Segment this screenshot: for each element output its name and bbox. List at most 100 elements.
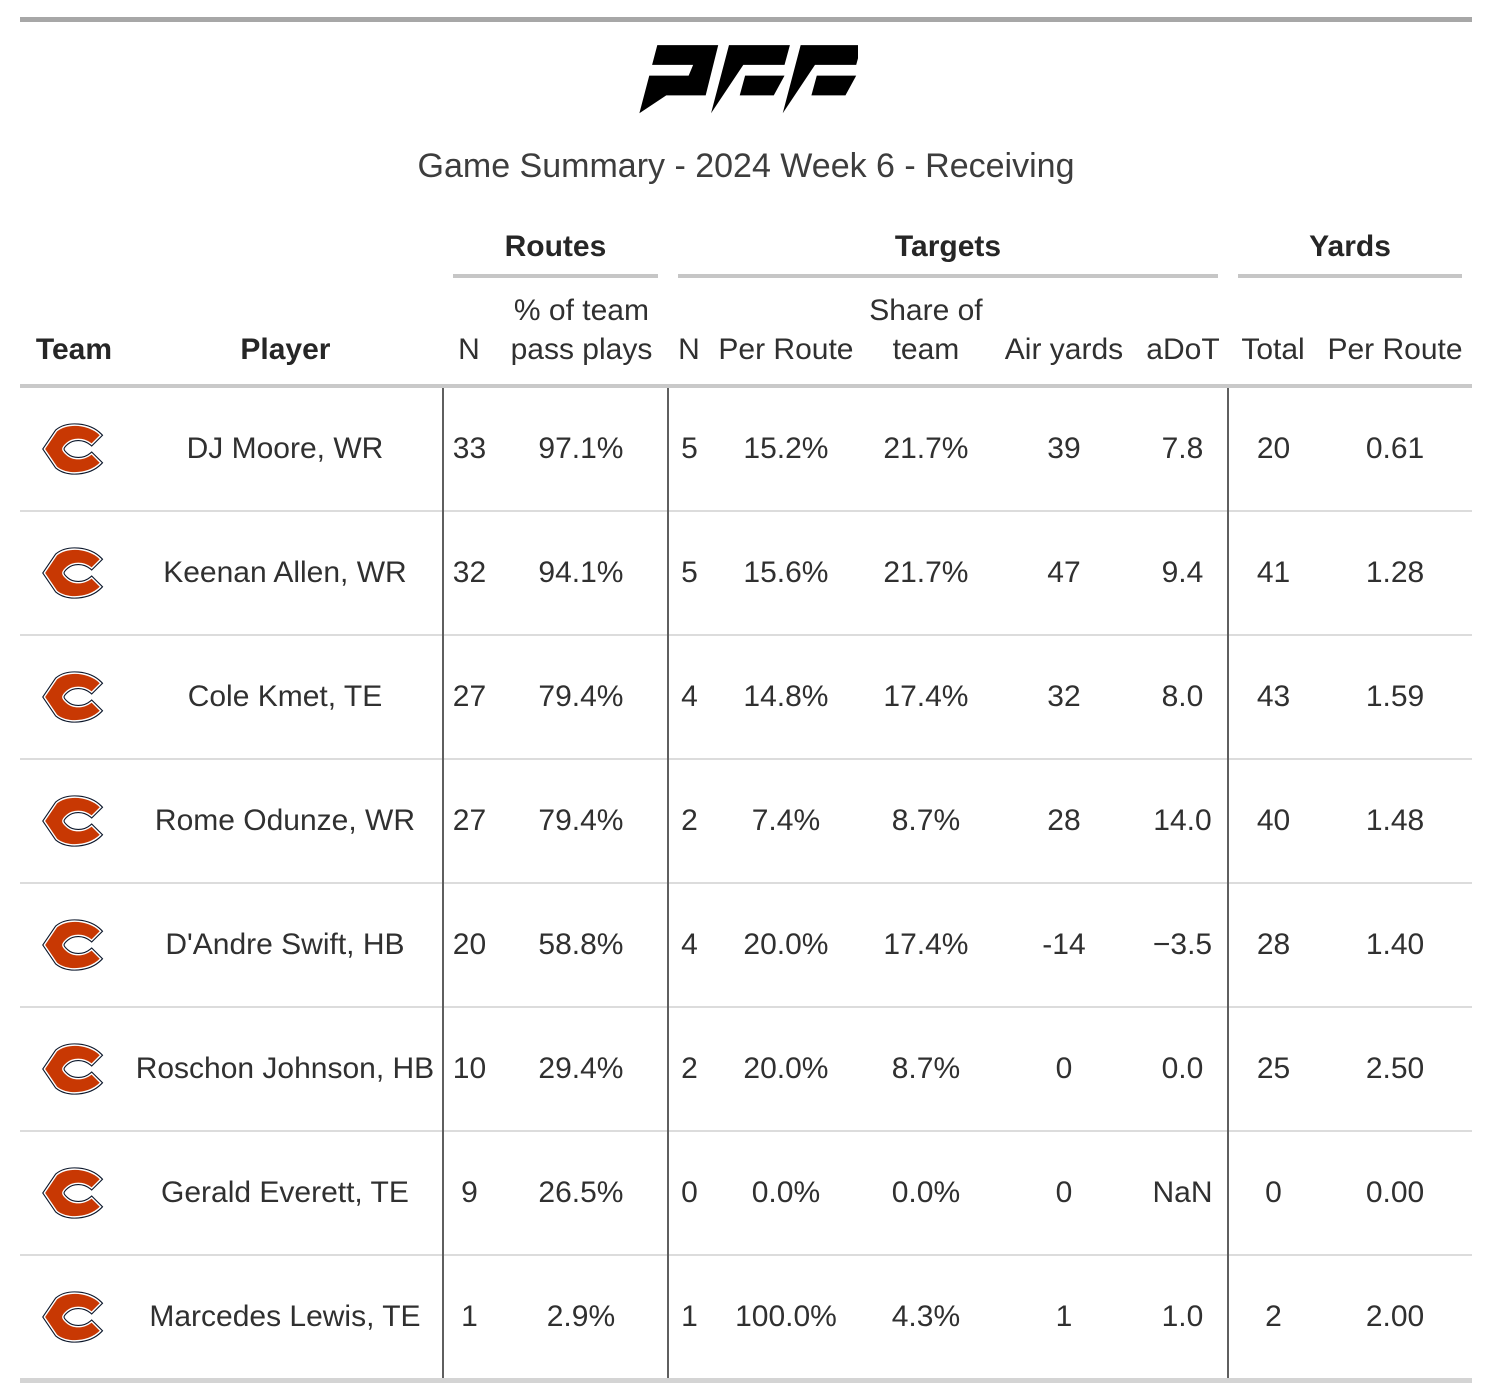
cell-share: 21.7% — [861, 510, 990, 635]
cell-total: 41 — [1227, 510, 1319, 635]
cell-routes-n: 9 — [441, 1130, 495, 1255]
cell-total: 25 — [1227, 1006, 1319, 1131]
col-header-player: Player — [127, 278, 443, 388]
team-cell — [20, 386, 128, 511]
cell-air-yards: 0 — [989, 1006, 1138, 1131]
cell-total: 2 — [1227, 1254, 1319, 1383]
cell-targets-n: 2 — [666, 758, 710, 883]
cell-yards-per-route: 1.48 — [1318, 758, 1473, 883]
cell-routes-n: 33 — [441, 386, 495, 511]
cell-routes-pct: 26.5% — [494, 1130, 668, 1255]
cell-adot: 1.0 — [1137, 1254, 1229, 1383]
column-group-row: Routes Targets Yards — [20, 214, 1472, 278]
table-row: Keenan Allen, WR 32 94.1% 5 15.6% 21.7% … — [19, 510, 1473, 635]
table-row: Gerald Everett, TE 9 26.5% 0 0.0% 0.0% 0… — [19, 1130, 1473, 1255]
cell-per-route: 7.4% — [709, 758, 862, 883]
cell-routes-n: 10 — [441, 1006, 495, 1131]
cell-targets-n: 1 — [666, 1254, 710, 1383]
col-header-targets-n: N — [667, 278, 710, 388]
cell-share: 8.7% — [861, 758, 990, 883]
bears-c-icon — [37, 665, 111, 729]
cell-adot: 14.0 — [1137, 758, 1229, 883]
team-cell — [19, 634, 128, 759]
cell-adot: 9.4 — [1137, 510, 1229, 635]
team-cell — [19, 882, 128, 1007]
col-header-share: Share of team — [861, 278, 990, 388]
cell-adot: −3.5 — [1137, 882, 1229, 1007]
team-cell — [19, 1006, 128, 1131]
cell-routes-n: 27 — [441, 634, 495, 759]
col-header-air-yards: Air yards — [989, 278, 1138, 388]
cell-routes-n: 32 — [441, 510, 495, 635]
page-title: Game Summary - 2024 Week 6 - Receiving — [417, 147, 1075, 185]
col-header-per-route: Per Route — [709, 278, 862, 388]
cell-air-yards: 0 — [989, 1130, 1138, 1255]
player-name: DJ Moore, WR — [186, 432, 384, 465]
cell-share: 4.3% — [861, 1254, 990, 1383]
cell-air-yards: -14 — [989, 882, 1138, 1007]
team-cell — [19, 758, 128, 883]
group-header-targets: Targets — [677, 230, 1219, 278]
cell-per-route: 15.6% — [709, 510, 862, 635]
cell-yards-per-route: 2.00 — [1318, 1254, 1473, 1383]
cell-total: 20 — [1227, 386, 1319, 511]
cell-total: 43 — [1227, 634, 1319, 759]
player-name: Cole Kmet, TE — [127, 634, 443, 759]
cell-routes-pct: 58.8% — [494, 882, 668, 1007]
cell-share: 0.0% — [861, 1130, 990, 1255]
column-header-row: Team Player N % of team pass plays N Per… — [19, 278, 1473, 388]
cell-share: 17.4% — [861, 634, 990, 759]
cell-yards-per-route: 0.61 — [1365, 432, 1425, 465]
player-name: Gerald Everett, TE — [127, 1130, 443, 1255]
cell-yards-per-route: 1.59 — [1318, 634, 1473, 759]
pff-logo-icon — [639, 45, 858, 114]
table-row: Cole Kmet, TE 27 79.4% 4 14.8% 17.4% 32 … — [19, 634, 1473, 759]
cell-adot: 8.0 — [1137, 634, 1229, 759]
cell-routes-pct: 97.1% — [538, 432, 624, 465]
cell-routes-n: 20 — [441, 882, 495, 1007]
cell-air-yards: 47 — [989, 510, 1138, 635]
cell-total: 40 — [1227, 758, 1319, 883]
cell-routes-pct: 29.4% — [494, 1006, 668, 1131]
cell-routes-pct: 2.9% — [494, 1254, 668, 1383]
top-rule — [20, 17, 1472, 22]
cell-targets-n: 5 — [666, 386, 710, 511]
cell-per-route: 15.2% — [743, 432, 829, 465]
table-row: Roschon Johnson, HB 10 29.4% 2 20.0% 8.7… — [19, 1006, 1473, 1131]
col-header-adot: aDoT — [1137, 278, 1229, 388]
cell-per-route: 20.0% — [709, 1006, 862, 1131]
group-header-yards: Yards — [1238, 230, 1463, 278]
bears-c-icon — [37, 1285, 111, 1349]
cell-targets-n: 4 — [666, 882, 710, 1007]
cell-yards-per-route: 1.28 — [1318, 510, 1473, 635]
cell-routes-pct: 79.4% — [494, 758, 668, 883]
table-row: Rome Odunze, WR 27 79.4% 2 7.4% 8.7% 28 … — [19, 758, 1473, 883]
cell-per-route: 20.0% — [709, 882, 862, 1007]
cell-yards-per-route: 2.50 — [1318, 1006, 1473, 1131]
player-name: Keenan Allen, WR — [127, 510, 443, 635]
cell-routes-n: 1 — [441, 1254, 495, 1383]
table-row: DJ Moore, WR 33 97.1% 5 15.2% 21.7% 39 7… — [20, 386, 1472, 511]
col-header-team: Team — [19, 278, 128, 388]
player-name: Rome Odunze, WR — [127, 758, 443, 883]
col-header-yards-per-route: Per Route — [1318, 278, 1473, 388]
group-spacer — [20, 214, 443, 278]
player-name: D'Andre Swift, HB — [127, 882, 443, 1007]
team-cell — [19, 510, 128, 635]
cell-total: 0 — [1227, 1130, 1319, 1255]
cell-targets-n: 5 — [666, 510, 710, 635]
bears-c-icon — [37, 789, 111, 853]
cell-adot: NaN — [1137, 1130, 1229, 1255]
cell-yards-per-route: 0.00 — [1318, 1130, 1473, 1255]
bears-c-icon — [37, 541, 111, 605]
cell-targets-n: 0 — [666, 1130, 710, 1255]
table-row: Marcedes Lewis, TE 1 2.9% 1 100.0% 4.3% … — [19, 1254, 1473, 1383]
cell-yards-per-route: 1.40 — [1318, 882, 1473, 1007]
cell-targets-n: 4 — [666, 634, 710, 759]
cell-adot: 7.8 — [1161, 432, 1204, 465]
cell-routes-pct: 94.1% — [494, 510, 668, 635]
player-name: Marcedes Lewis, TE — [127, 1254, 443, 1383]
cell-share: 21.7% — [883, 432, 969, 465]
cell-routes-pct: 79.4% — [494, 634, 668, 759]
cell-share: 8.7% — [861, 1006, 990, 1131]
